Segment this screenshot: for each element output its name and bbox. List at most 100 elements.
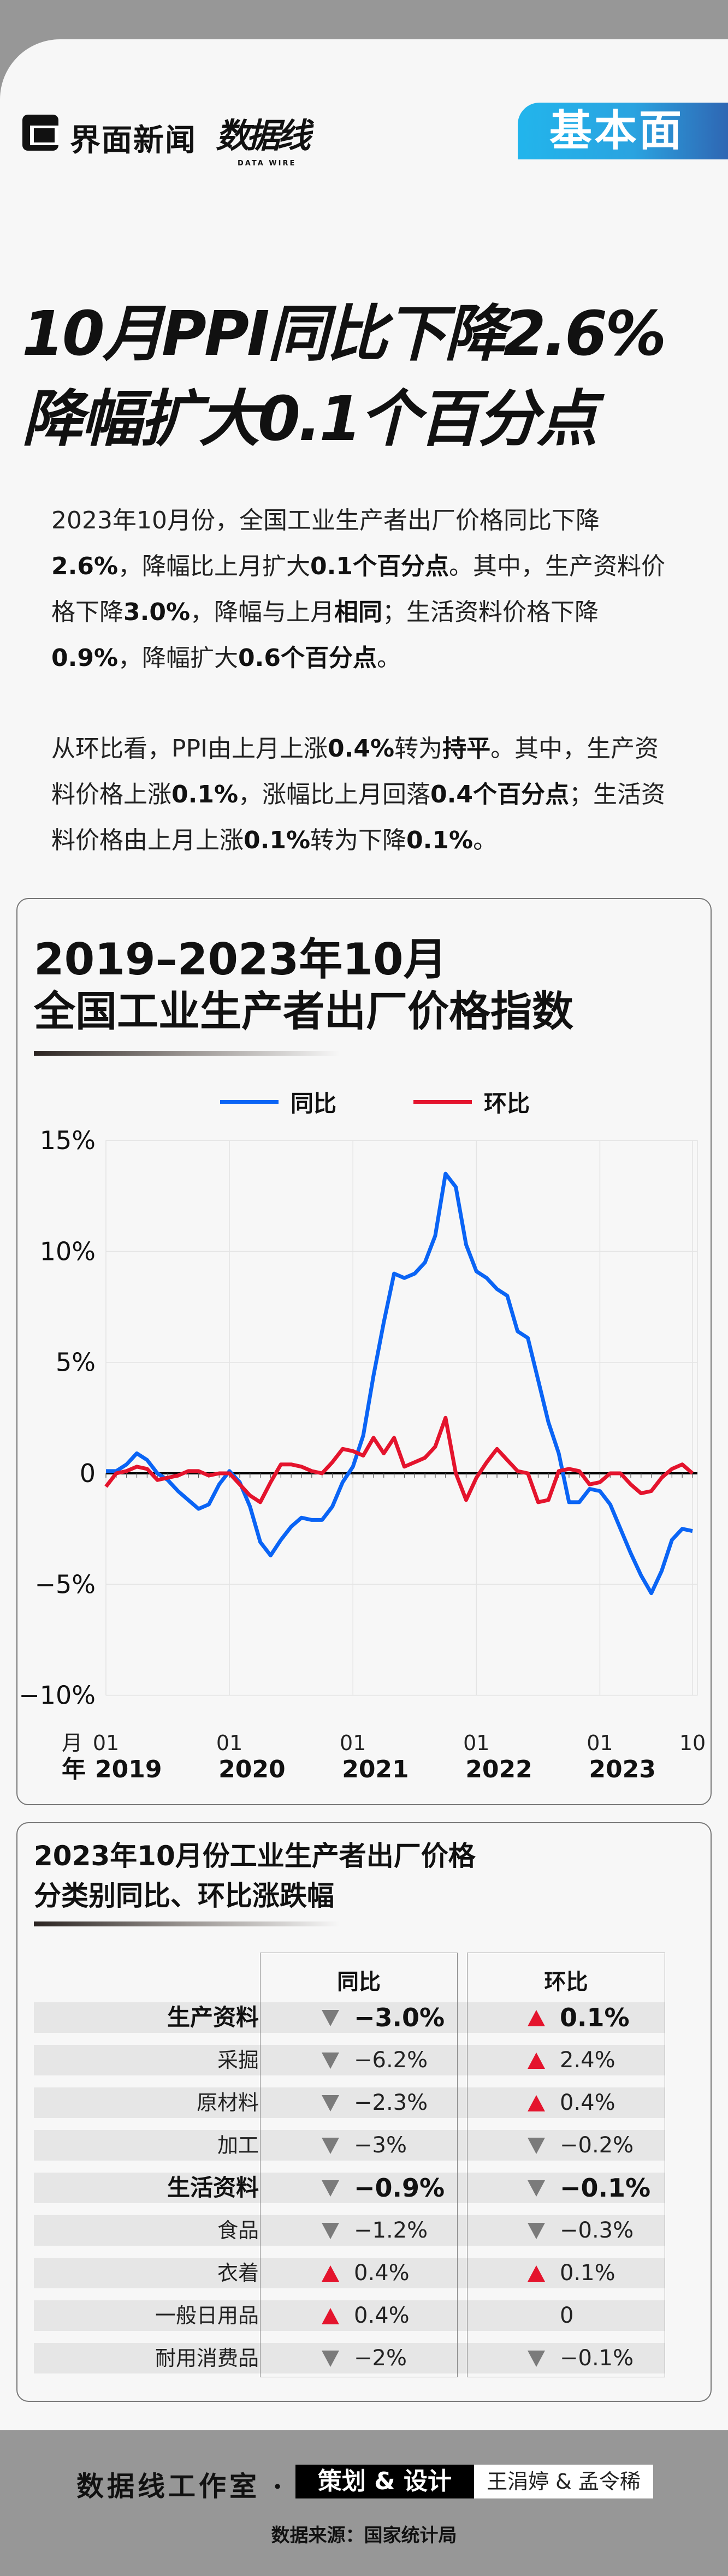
- legend-label-yoy: 同比: [291, 1090, 337, 1117]
- x-axis-year-label: 年: [62, 1756, 86, 1783]
- credit-names: 王涓婷 & 孟令稀: [474, 2465, 653, 2498]
- category-label: 加工: [217, 2133, 259, 2157]
- yoy-value: 0.4%: [354, 2260, 410, 2286]
- x-tick-month: 10: [679, 1731, 706, 1755]
- highlight-text: 0.1%: [244, 826, 311, 854]
- summary-paragraph-mom: 从环比看，PPI由上月上涨0.4%转为持平。其中，生产资料价格上涨0.1%，涨幅…: [51, 726, 668, 864]
- x-tick-year: 2022: [465, 1756, 532, 1783]
- paragraph-text: 从环比看，PPI由上月上涨: [51, 735, 328, 763]
- table-row: 衣着 0.4% 0.1%: [34, 2258, 665, 2288]
- category-label: 食品: [217, 2218, 259, 2242]
- table-title-line1: 2023年10月份工业生产者出厂价格: [34, 1840, 476, 1872]
- mom-column-frame: [467, 1953, 665, 2377]
- mom-value: −0.1%: [560, 2346, 634, 2371]
- yoy-value: −2%: [354, 2346, 407, 2371]
- headline-line1: 10月PPI同比下降2.6%: [22, 299, 666, 370]
- legend-item-yoy: 同比: [220, 1085, 336, 1119]
- category-label: 衣着: [217, 2261, 259, 2285]
- mom-value: 0.1%: [560, 2260, 615, 2286]
- down-triangle-icon: [322, 2053, 339, 2069]
- down-triangle-icon: [322, 2180, 339, 2197]
- paragraph-text: ；生活资料价格下降: [382, 598, 599, 626]
- yoy-value: 0.4%: [354, 2303, 410, 2328]
- ppi-line-chart: 15%10%5%0−5%−10%012019012020012021012022…: [19, 1126, 706, 1783]
- category-label: 生产资料: [167, 2004, 259, 2031]
- paragraph-text: 。: [376, 644, 401, 672]
- chart-title-line1: 2019–2023年10月: [34, 934, 447, 985]
- table-row: 食品 −1.2% −0.3%: [34, 2215, 665, 2246]
- yoy-value: −2.3%: [354, 2090, 428, 2115]
- jiemian-logo-icon: [22, 115, 58, 151]
- x-tick-year: 2021: [342, 1756, 409, 1783]
- studio-name: 数据线工作室 ·: [76, 2470, 286, 2502]
- table-row: 一般日用品 0.4% 0: [34, 2300, 665, 2331]
- legend-label-mom: 环比: [484, 1090, 530, 1117]
- x-tick-month: 01: [216, 1731, 242, 1755]
- legend-swatch-mom: [413, 1100, 472, 1104]
- down-triangle-icon: [528, 2138, 545, 2154]
- highlight-text: 2.6%: [51, 552, 119, 580]
- highlight-text: 0.4个百分点: [430, 781, 569, 808]
- category-label: 原材料: [196, 2091, 259, 2115]
- mom-value: −0.3%: [560, 2218, 634, 2243]
- paragraph-text: ，降幅比上月扩大: [118, 552, 311, 580]
- up-triangle-icon: [528, 2010, 545, 2026]
- data-source: 数据来源：国家统计局: [271, 2525, 457, 2547]
- x-tick-year: 2019: [95, 1756, 162, 1783]
- table-row: 加工 −3% −0.2%: [34, 2130, 665, 2161]
- down-triangle-icon: [322, 2138, 339, 2154]
- yoy-value: −3%: [354, 2133, 407, 2158]
- down-triangle-icon: [528, 2351, 545, 2367]
- y-tick-label: 10%: [40, 1236, 96, 1266]
- up-triangle-icon: [528, 2053, 545, 2069]
- paragraph-text: ，降幅扩大: [118, 644, 239, 672]
- category-label: 采掘: [217, 2048, 259, 2072]
- data-wire-logo-cn: 数据线: [216, 116, 311, 156]
- brand-name: 界面新闻: [70, 123, 197, 158]
- paragraph-text: 。其中，生产资料价格下降: [51, 552, 665, 626]
- highlight-text: 0.4%: [328, 735, 395, 763]
- up-triangle-icon: [528, 2265, 545, 2282]
- mom-value: −0.2%: [560, 2133, 634, 2158]
- data-wire-logo-en: DATA WIRE: [238, 159, 297, 168]
- down-triangle-icon: [528, 2223, 545, 2239]
- chart-card: [16, 898, 712, 1805]
- x-tick-month: 01: [587, 1731, 613, 1755]
- highlight-text: 0.1%: [171, 781, 239, 808]
- y-tick-label: −5%: [34, 1569, 96, 1599]
- paragraph-text: ；生活资料价格由上月上涨: [51, 781, 665, 854]
- table-row: 采掘 −6.2% 2.4%: [34, 2045, 665, 2075]
- table-row: 原材料 −2.3% 0.4%: [34, 2087, 665, 2118]
- yoy-value: −6.2%: [354, 2048, 428, 2073]
- y-tick-label: 0: [80, 1459, 96, 1488]
- y-tick-label: 5%: [56, 1348, 96, 1377]
- down-triangle-icon: [322, 2095, 339, 2111]
- yoy-value: −3.0%: [354, 2003, 445, 2032]
- mom-value: 0.1%: [560, 2003, 630, 2032]
- yoy-value: −0.9%: [354, 2173, 445, 2203]
- yoy-column-header: 同比: [337, 1970, 381, 1995]
- legend-item-mom: 环比: [413, 1085, 530, 1119]
- down-triangle-icon: [322, 2223, 339, 2239]
- down-triangle-icon: [528, 2180, 545, 2197]
- category-label: 耐用消费品: [155, 2346, 259, 2370]
- chart-title-line2: 全国工业生产者出厂价格指数: [34, 987, 573, 1036]
- x-axis-month-label: 月: [62, 1731, 82, 1755]
- yoy-value: −1.2%: [354, 2218, 428, 2243]
- highlight-text: 持平: [442, 735, 491, 763]
- paragraph-text: ，降幅与上月: [190, 598, 335, 626]
- highlight-text: 0.6个百分点: [238, 644, 377, 672]
- up-triangle-icon: [528, 2095, 545, 2111]
- paragraph-text: 2023年10月份，全国工业生产者出厂价格同比下降: [51, 507, 600, 534]
- paragraph-text: 。其中，生产资料价格上涨: [51, 735, 659, 808]
- mom-column-header: 环比: [544, 1970, 588, 1995]
- footer: [0, 2430, 728, 2576]
- column-tag: 基本面: [518, 103, 728, 159]
- up-triangle-icon: [322, 2265, 339, 2282]
- y-tick-label: −10%: [19, 1681, 96, 1710]
- table-title-underline: [34, 1921, 340, 1926]
- x-tick-month: 01: [463, 1731, 489, 1755]
- category-label: 一般日用品: [155, 2304, 259, 2328]
- x-tick-year: 2023: [589, 1756, 655, 1783]
- summary-paragraph-yoy: 2023年10月份，全国工业生产者出厂价格同比下降 2.6%，降幅比上月扩大0.1…: [51, 498, 668, 681]
